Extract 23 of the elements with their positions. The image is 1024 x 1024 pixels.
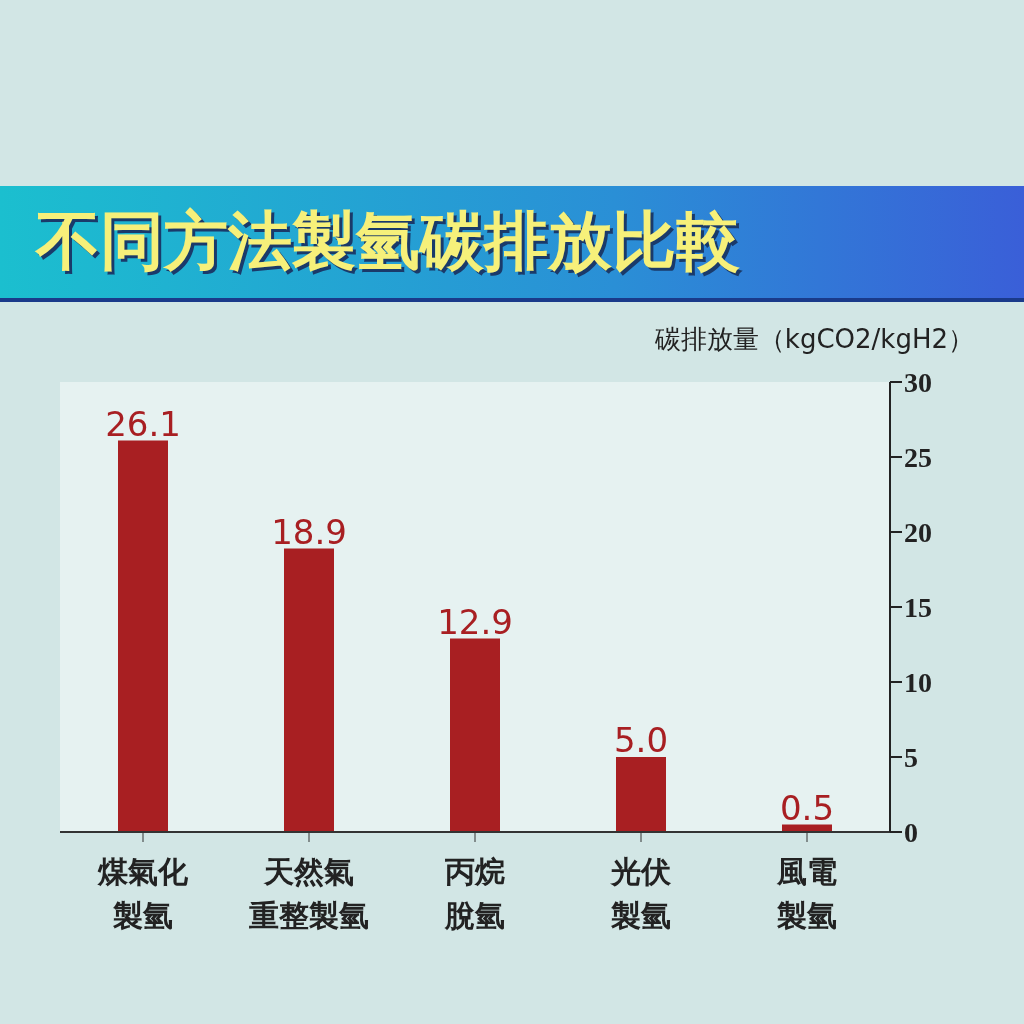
data-label: 5.0 bbox=[613, 720, 669, 760]
bar bbox=[118, 440, 168, 832]
y-tick-label: 0 bbox=[904, 816, 918, 848]
data-label: 12.9 bbox=[437, 601, 513, 642]
y-tick-label: 5 bbox=[904, 741, 918, 773]
bar bbox=[616, 757, 666, 832]
y-tick-label: 30 bbox=[904, 366, 932, 398]
chart-title: 不同方法製氫碳排放比較 bbox=[36, 203, 740, 280]
y-tick-label: 15 bbox=[904, 591, 932, 623]
bar bbox=[284, 548, 334, 832]
x-tick-label: 光伏製氫 bbox=[609, 854, 672, 933]
y-axis-title: 碳排放量（kgCO2/kgH2） bbox=[654, 323, 974, 356]
bar bbox=[450, 638, 500, 832]
x-tick-label: 丙烷脫氫 bbox=[444, 854, 505, 933]
y-tick-label: 25 bbox=[904, 441, 932, 473]
y-tick-label: 10 bbox=[904, 666, 932, 698]
data-label: 18.9 bbox=[271, 511, 347, 552]
data-label: 26.1 bbox=[105, 403, 181, 444]
x-tick-label: 煤氣化製氫 bbox=[97, 854, 189, 933]
x-tick-label: 風電製氫 bbox=[776, 854, 837, 933]
x-tick-label: 天然氣重整製氫 bbox=[249, 854, 369, 933]
data-label: 0.5 bbox=[779, 787, 835, 828]
y-tick-label: 20 bbox=[904, 516, 932, 548]
